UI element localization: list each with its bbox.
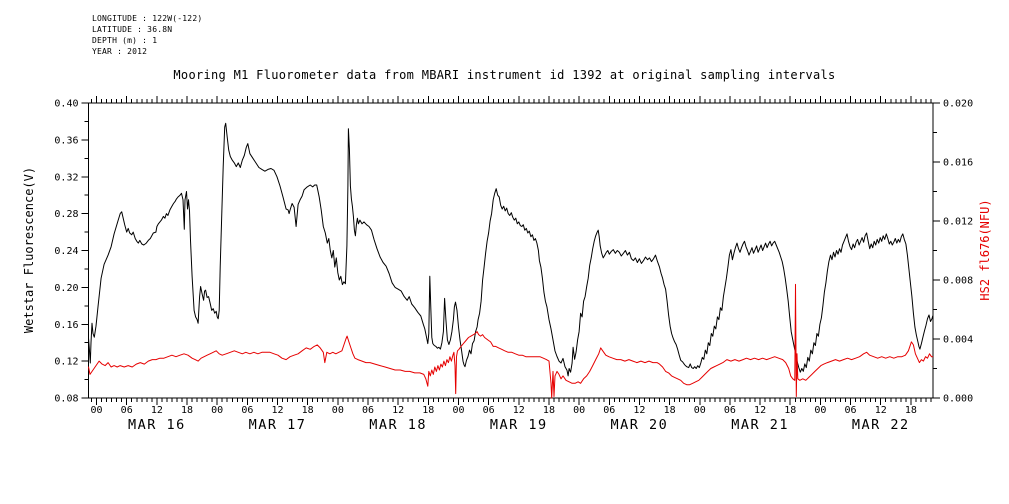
hour-tick-label: 12 bbox=[513, 405, 525, 416]
left-tick-label: 0.32 bbox=[54, 172, 78, 183]
wetstar-fluorescence-curve bbox=[88, 122, 934, 377]
hs2-fl676-curve bbox=[88, 283, 934, 399]
plot-frame bbox=[88, 102, 934, 399]
hour-tick-label: 06 bbox=[241, 405, 253, 416]
hour-tick-label: 06 bbox=[362, 405, 374, 416]
left-tick-label: 0.08 bbox=[54, 394, 78, 405]
hour-tick-label: 00 bbox=[211, 405, 223, 416]
hour-tick-label: 12 bbox=[875, 405, 887, 416]
left-tick-label: 0.16 bbox=[54, 320, 78, 331]
right-tick-label: 0.004 bbox=[943, 335, 973, 346]
hour-tick-label: 00 bbox=[91, 405, 103, 416]
left-tick-label: 0.36 bbox=[54, 135, 78, 146]
hour-tick-label: 18 bbox=[181, 405, 193, 416]
left-tick-label: 0.24 bbox=[54, 246, 78, 257]
hour-tick-label: 00 bbox=[694, 405, 706, 416]
meta-year: YEAR : 2012 bbox=[92, 47, 148, 56]
day-label: MAR 16 bbox=[128, 417, 186, 433]
hour-tick-label: 18 bbox=[664, 405, 676, 416]
hour-tick-label: 18 bbox=[302, 405, 314, 416]
day-label: MAR 20 bbox=[611, 417, 669, 433]
hour-tick-label: 18 bbox=[543, 405, 555, 416]
meta-latitude: LATITUDE : 36.8N bbox=[92, 25, 173, 34]
hour-tick-label: 06 bbox=[724, 405, 736, 416]
hour-tick-label: 06 bbox=[603, 405, 615, 416]
hour-tick-label: 18 bbox=[905, 405, 917, 416]
meta-longitude: LONGITUDE : 122W(-122) bbox=[92, 14, 203, 23]
hour-tick-label: 06 bbox=[121, 405, 133, 416]
hour-tick-label: 06 bbox=[845, 405, 857, 416]
day-label: MAR 21 bbox=[731, 417, 789, 433]
hour-tick-label: 00 bbox=[332, 405, 344, 416]
right-tick-label: 0.000 bbox=[943, 394, 973, 405]
hour-tick-label: 00 bbox=[814, 405, 826, 416]
left-axis-title: Wetstar Fluorescence(V) bbox=[22, 167, 36, 333]
day-label: MAR 22 bbox=[852, 417, 910, 433]
hour-tick-label: 12 bbox=[392, 405, 404, 416]
right-axis-title: HS2 fl676(NFU) bbox=[978, 199, 992, 300]
right-tick-label: 0.016 bbox=[943, 158, 973, 169]
right-tick-label: 0.020 bbox=[943, 99, 973, 110]
left-tick-label: 0.20 bbox=[54, 283, 78, 294]
hour-tick-label: 12 bbox=[151, 405, 163, 416]
hour-tick-label: 00 bbox=[452, 405, 464, 416]
left-tick-label: 0.40 bbox=[54, 99, 78, 110]
station-metadata: LONGITUDE : 122W(-122) LATITUDE : 36.8N … bbox=[92, 13, 202, 57]
meta-depth: DEPTH (m) : 1 bbox=[92, 36, 158, 45]
hour-tick-label: 18 bbox=[784, 405, 796, 416]
hour-tick-label: 06 bbox=[483, 405, 495, 416]
right-tick-label: 0.008 bbox=[943, 276, 973, 287]
left-tick-label: 0.12 bbox=[54, 357, 78, 368]
day-label: MAR 18 bbox=[369, 417, 427, 433]
day-label: MAR 17 bbox=[249, 417, 307, 433]
left-tick-label: 0.28 bbox=[54, 209, 78, 220]
hour-tick-label: 12 bbox=[633, 405, 645, 416]
chart-title: Mooring M1 Fluorometer data from MBARI i… bbox=[173, 68, 836, 82]
hour-tick-label: 12 bbox=[754, 405, 766, 416]
hour-tick-label: 12 bbox=[271, 405, 283, 416]
right-tick-label: 0.012 bbox=[943, 217, 973, 228]
day-label: MAR 19 bbox=[490, 417, 548, 433]
hour-tick-label: 18 bbox=[422, 405, 434, 416]
hour-tick-label: 00 bbox=[573, 405, 585, 416]
